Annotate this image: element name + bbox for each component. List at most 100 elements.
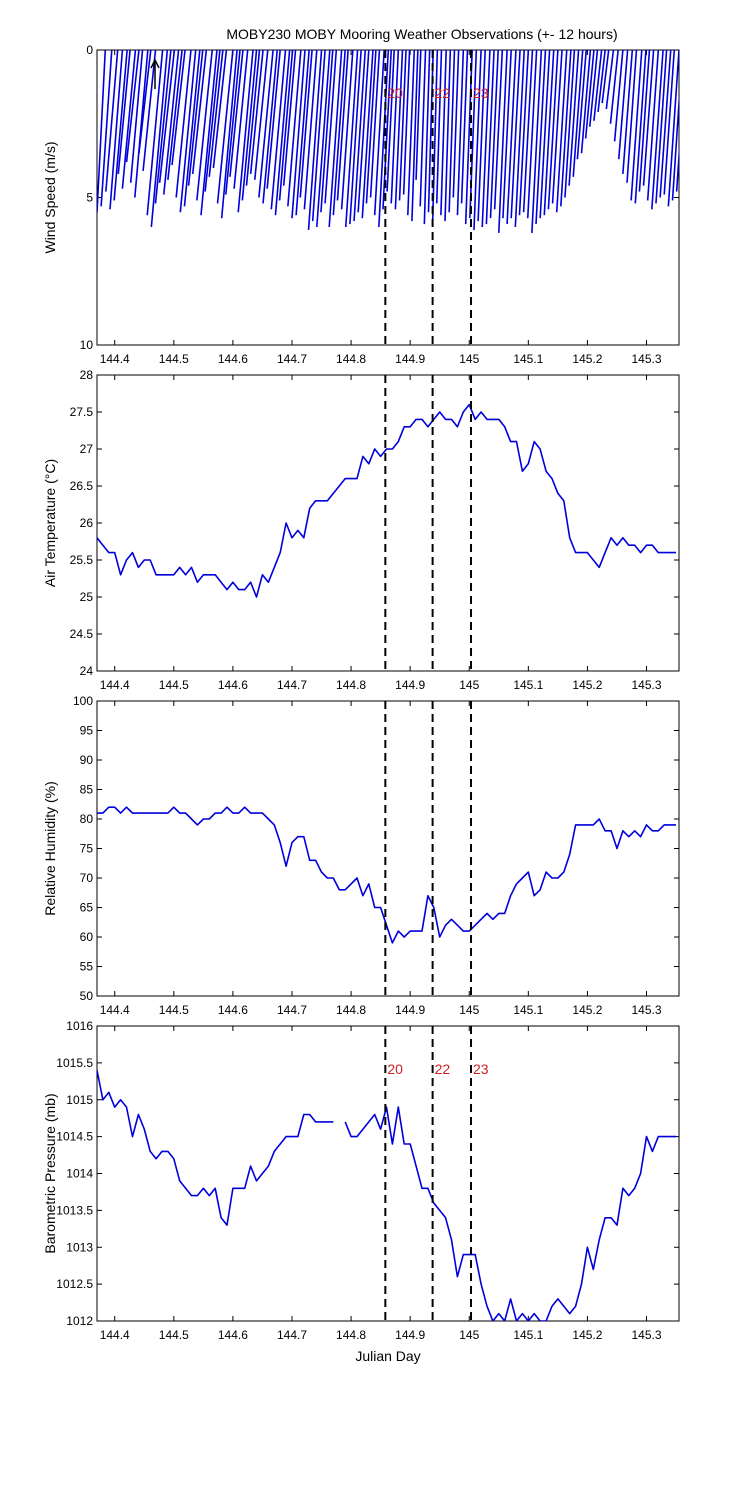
event-marker-label: 22 <box>435 85 451 101</box>
reference-arrow-head <box>150 58 160 69</box>
wind-vector <box>196 50 214 201</box>
x-tick-label: 144.7 <box>277 1328 307 1342</box>
wind-vector <box>522 50 534 213</box>
wind-vector <box>601 50 610 104</box>
series-line <box>97 403 676 598</box>
event-marker-label: 22 <box>435 1061 451 1077</box>
y-tick-label: 70 <box>80 871 94 885</box>
y-tick-label: 85 <box>80 783 94 797</box>
wind-vector <box>183 50 201 207</box>
y-tick-label: 10 <box>80 338 94 352</box>
wind-vector <box>435 50 443 204</box>
event-marker-label: 23 <box>473 1061 489 1077</box>
wind-vector <box>245 50 261 186</box>
wind-vector <box>365 50 377 204</box>
wind-vector <box>113 50 128 201</box>
wind-vector <box>398 50 407 201</box>
wind-vector <box>642 50 655 186</box>
y-tick-label: 50 <box>80 989 94 1003</box>
x-tick-label: 144.6 <box>218 1328 248 1342</box>
x-tick-label: 145.2 <box>572 1328 602 1342</box>
wind-vector <box>237 50 254 213</box>
series-group <box>97 806 676 944</box>
figure-title: MOBY230 MOBY Mooring Weather Observation… <box>226 26 617 42</box>
wind-vector <box>667 50 679 207</box>
x-tick-label: 144.9 <box>395 1328 425 1342</box>
x-tick-label: 145 <box>459 1328 479 1342</box>
wind-vector <box>452 50 460 198</box>
y-axis-label: Barometric Pressure (mb) <box>42 1093 58 1253</box>
wind-vector <box>328 50 343 228</box>
wind-vector <box>154 50 172 204</box>
wind-vector <box>233 50 249 189</box>
wind-vector <box>97 50 107 213</box>
wind-vector <box>419 50 427 207</box>
x-tick-label: 144.4 <box>100 352 130 366</box>
y-axis-label: Air Temperature (°C) <box>42 459 58 587</box>
wind-vector <box>303 50 318 210</box>
wind-vector <box>535 50 547 225</box>
wind-vector <box>659 50 672 198</box>
x-tick-label: 144.9 <box>395 1003 425 1017</box>
x-tick-label: 144.8 <box>336 352 366 366</box>
wind-vector <box>212 50 228 169</box>
y-tick-label: 80 <box>80 812 94 826</box>
x-tick-label: 145.3 <box>631 1328 661 1342</box>
wind-vector <box>551 50 563 204</box>
wind-vector <box>514 50 525 228</box>
y-tick-label: 60 <box>80 930 94 944</box>
panel-3: 144.4 144.5 144.6 144.7 144.8 144.9 145 145.1 14… <box>42 694 680 1017</box>
wind-vector <box>506 50 517 225</box>
y-tick-label: 65 <box>80 901 94 915</box>
wind-vector <box>241 50 258 201</box>
wind-vector <box>584 50 595 139</box>
x-tick-label: 144.9 <box>395 352 425 366</box>
wind-vector <box>162 50 180 195</box>
wind-vector <box>456 50 465 216</box>
y-tick-label: 26.5 <box>70 479 94 493</box>
x-tick-label: 145.2 <box>572 352 602 366</box>
wind-vector <box>531 50 543 233</box>
wind-vector <box>593 50 603 121</box>
wind-vector <box>336 50 349 201</box>
y-tick-label: 1014 <box>66 1167 93 1181</box>
wind-vector <box>402 50 411 195</box>
wind-vector <box>526 50 538 219</box>
wind-vector <box>121 50 137 189</box>
wind-vector <box>597 50 606 113</box>
wind-vector <box>448 50 456 213</box>
x-tick-label: 144.8 <box>336 678 366 692</box>
series-line <box>97 1070 676 1321</box>
y-tick-label: 1012 <box>66 1314 93 1328</box>
x-tick-label: 145.2 <box>572 678 602 692</box>
y-tick-label: 27 <box>80 442 94 456</box>
x-tick-label: 145.1 <box>513 1328 543 1342</box>
wind-vector <box>497 50 508 233</box>
panel-4: 144.4 144.5 144.6 144.7 144.8 144.9 145 145.1 14… <box>42 1019 680 1364</box>
wind-vector <box>609 50 619 124</box>
series-group <box>97 1070 676 1321</box>
wind-vector <box>671 91 679 201</box>
wind-vector <box>655 50 668 204</box>
x-tick-label: 144.5 <box>159 1003 189 1017</box>
wind-vector <box>481 50 491 228</box>
wind-vector <box>440 50 447 216</box>
wind-vector <box>477 50 486 222</box>
x-tick-label: 144.8 <box>336 1328 366 1342</box>
wind-vector <box>266 50 281 189</box>
y-tick-label: 25 <box>80 590 94 604</box>
wind-vector <box>613 50 624 142</box>
x-tick-label: 144.5 <box>159 1328 189 1342</box>
wind-vector <box>134 50 149 198</box>
wind-vector <box>299 50 313 198</box>
wind-vector <box>518 50 530 216</box>
wind-vector <box>423 50 431 225</box>
x-tick-label: 145.1 <box>513 1003 543 1017</box>
wind-vector <box>109 50 124 210</box>
x-tick-label: 144.7 <box>277 1003 307 1017</box>
wind-vector <box>415 50 422 180</box>
plot-frame <box>96 700 680 997</box>
wind-vector <box>555 50 568 213</box>
y-tick-label: 0 <box>86 43 93 57</box>
